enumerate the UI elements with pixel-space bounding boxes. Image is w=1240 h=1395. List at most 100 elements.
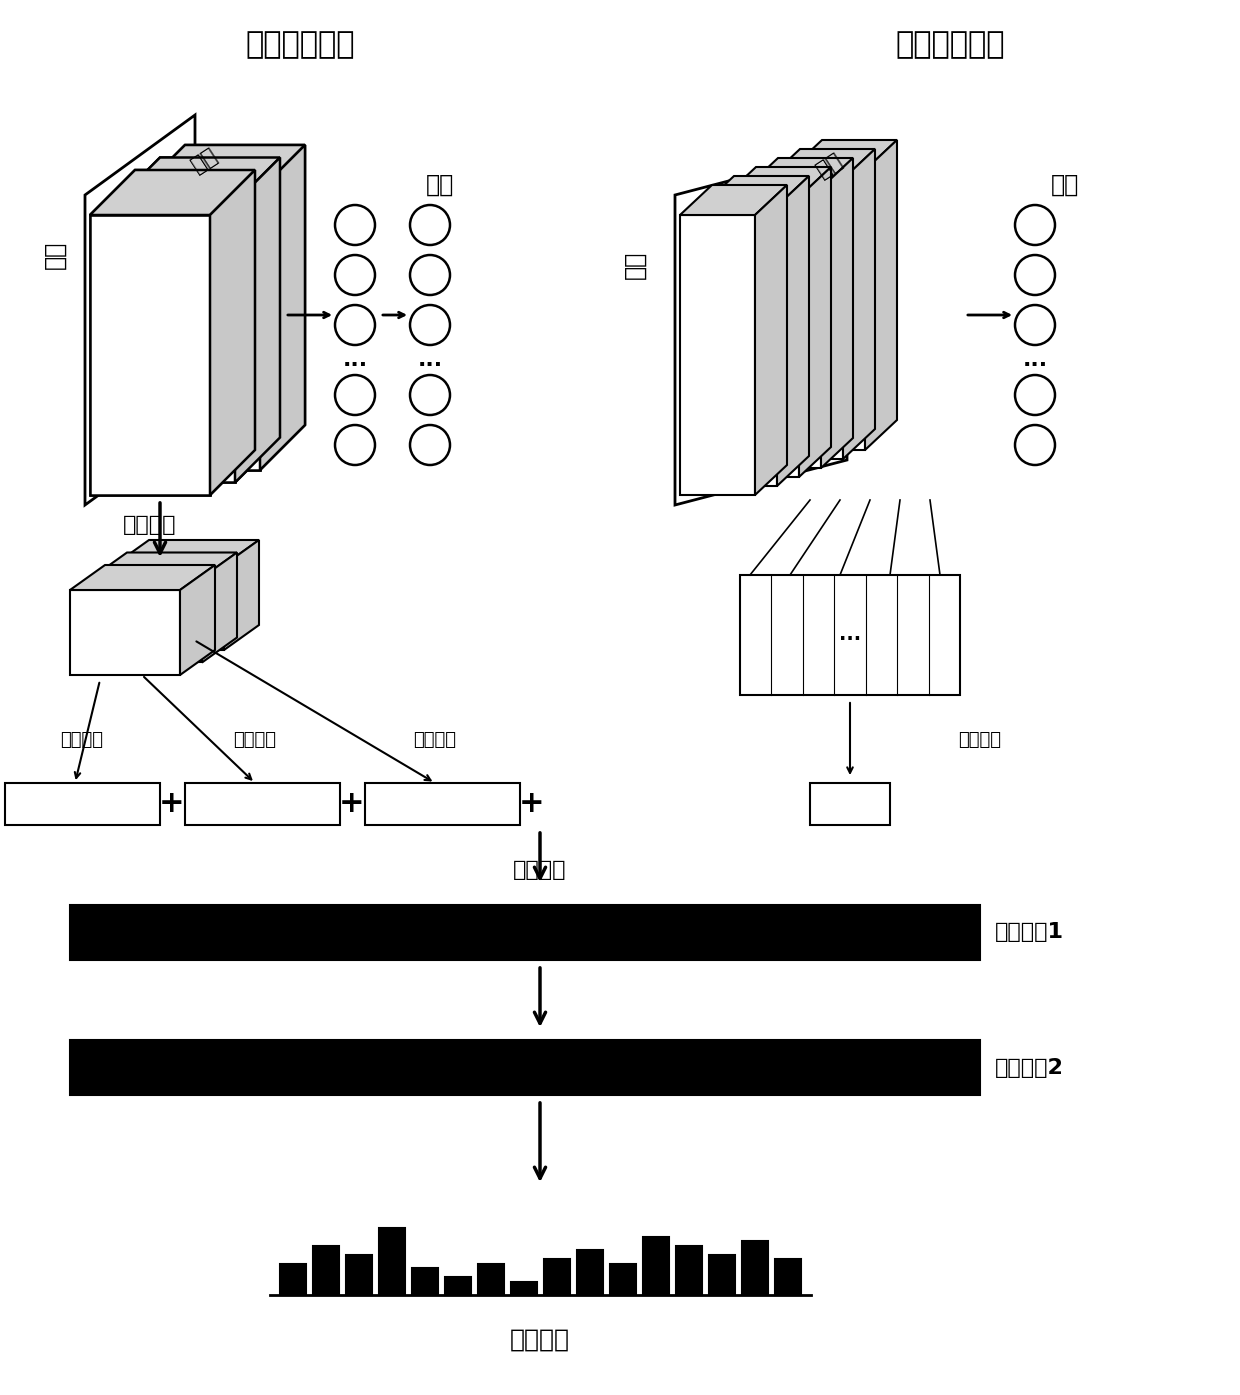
Bar [742, 1242, 768, 1295]
Polygon shape [843, 149, 875, 459]
Circle shape [410, 205, 450, 246]
Polygon shape [140, 190, 260, 470]
Bar [279, 1264, 305, 1295]
Text: 标签向量提取: 标签向量提取 [895, 31, 1004, 60]
Polygon shape [114, 565, 224, 650]
Polygon shape [91, 170, 255, 215]
Circle shape [1016, 255, 1055, 294]
Text: ...: ... [342, 350, 367, 370]
Bar [610, 1264, 636, 1295]
Bar [69, 1041, 980, 1095]
Bar [477, 1264, 503, 1295]
Polygon shape [790, 170, 866, 451]
Polygon shape [799, 167, 831, 477]
Circle shape [410, 375, 450, 414]
Text: 平均池化: 平均池化 [959, 731, 1002, 749]
Bar [185, 783, 340, 824]
Polygon shape [180, 565, 215, 675]
Text: ...: ... [1023, 350, 1048, 370]
Text: 全连接层1: 全连接层1 [994, 922, 1064, 943]
Text: ...: ... [839, 625, 861, 644]
Polygon shape [114, 540, 259, 565]
Text: 标签: 标签 [425, 173, 454, 197]
Polygon shape [140, 145, 305, 190]
Polygon shape [91, 170, 255, 215]
Bar [577, 1250, 603, 1295]
Bar [676, 1246, 702, 1295]
Polygon shape [91, 215, 210, 495]
Text: +: + [159, 790, 185, 819]
Bar [312, 1246, 339, 1295]
Text: 平均池化: 平均池化 [61, 731, 103, 749]
Text: 频率: 频率 [622, 251, 647, 279]
Text: 平均池化: 平均池化 [413, 731, 456, 749]
Polygon shape [790, 140, 897, 170]
Circle shape [1016, 425, 1055, 465]
Circle shape [410, 255, 450, 294]
Bar [810, 783, 890, 824]
Polygon shape [115, 202, 236, 483]
Polygon shape [702, 176, 808, 206]
Polygon shape [115, 158, 280, 202]
Polygon shape [86, 114, 195, 505]
Polygon shape [866, 140, 897, 451]
Circle shape [410, 425, 450, 465]
Circle shape [335, 425, 374, 465]
Bar [69, 905, 980, 960]
Polygon shape [115, 158, 280, 202]
Bar [412, 1268, 438, 1295]
Text: 标签: 标签 [1050, 173, 1079, 197]
Bar [511, 1282, 537, 1295]
Polygon shape [210, 170, 255, 495]
Circle shape [335, 255, 374, 294]
Polygon shape [210, 170, 255, 495]
Polygon shape [768, 179, 843, 459]
Text: 频率: 频率 [43, 241, 67, 269]
Circle shape [1016, 205, 1055, 246]
Circle shape [335, 306, 374, 345]
Text: +: + [340, 790, 365, 819]
Bar [708, 1254, 734, 1295]
Polygon shape [755, 186, 787, 495]
Text: 全连接层2: 全连接层2 [994, 1057, 1064, 1077]
Circle shape [335, 375, 374, 414]
Polygon shape [224, 540, 259, 650]
Polygon shape [675, 151, 847, 505]
Polygon shape [115, 202, 236, 483]
Text: 最大池化: 最大池化 [123, 515, 177, 536]
Polygon shape [92, 552, 237, 578]
Bar [346, 1254, 372, 1295]
Polygon shape [91, 215, 210, 495]
Polygon shape [236, 158, 280, 483]
Text: 音频特征提取: 音频特征提取 [246, 31, 355, 60]
Circle shape [1016, 375, 1055, 414]
Polygon shape [260, 145, 305, 470]
Polygon shape [746, 158, 853, 188]
Circle shape [410, 306, 450, 345]
Bar [5, 783, 160, 824]
Bar [365, 783, 520, 824]
Polygon shape [236, 158, 280, 483]
Polygon shape [69, 590, 180, 675]
Polygon shape [69, 565, 215, 590]
Polygon shape [724, 197, 799, 477]
Polygon shape [140, 145, 305, 190]
Polygon shape [746, 188, 821, 467]
Bar [543, 1260, 569, 1295]
Text: 特征聚合: 特征聚合 [513, 859, 567, 880]
Polygon shape [140, 190, 260, 470]
Circle shape [335, 205, 374, 246]
Text: 时间: 时间 [188, 144, 222, 176]
Polygon shape [92, 578, 202, 663]
Polygon shape [680, 215, 755, 495]
Text: +: + [520, 790, 544, 819]
Polygon shape [202, 552, 237, 663]
Polygon shape [768, 149, 875, 179]
Polygon shape [821, 158, 853, 467]
Bar [378, 1228, 404, 1295]
Text: 时间: 时间 [813, 149, 847, 181]
Polygon shape [702, 206, 777, 485]
Circle shape [1016, 306, 1055, 345]
Bar [775, 1260, 801, 1295]
Polygon shape [680, 186, 787, 215]
